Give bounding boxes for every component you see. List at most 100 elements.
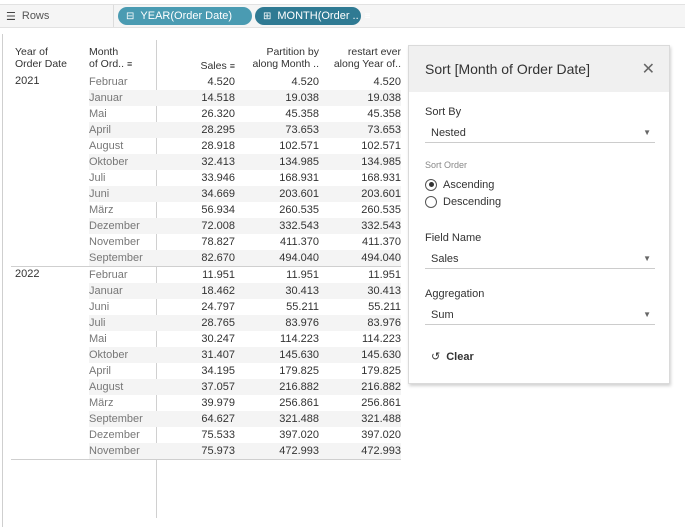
- sales-cell: 78.827: [201, 236, 235, 248]
- restart-cell: 45.358: [367, 108, 401, 120]
- header-restart-every[interactable]: restart ever along Year of..: [333, 46, 401, 70]
- partition-cell: 134.985: [279, 156, 319, 168]
- restart-cell: 102.571: [361, 140, 401, 152]
- sales-cell: 72.008: [201, 220, 235, 232]
- table-row[interactable]: Oktober 31.407 145.630 145.630: [89, 347, 401, 363]
- month-cell: Januar: [89, 285, 123, 297]
- partition-cell: 168.931: [279, 172, 319, 184]
- month-cell: Januar: [89, 92, 123, 104]
- table-row[interactable]: Juni 34.669 203.601 203.601: [89, 186, 401, 202]
- table-row[interactable]: November 78.827 411.370 411.370: [89, 234, 401, 250]
- table-row[interactable]: Juni 24.797 55.211 55.211: [89, 299, 401, 315]
- aggregation-dropdown[interactable]: Sum ▼: [425, 305, 655, 325]
- sort-ascending-icon[interactable]: ≡: [229, 61, 235, 71]
- table-row[interactable]: Juli 33.946 168.931 168.931: [89, 170, 401, 186]
- sales-cell: 32.413: [201, 156, 235, 168]
- table-row[interactable]: August 37.057 216.882 216.882: [89, 379, 401, 395]
- sales-cell: 28.918: [201, 140, 235, 152]
- close-x-icon[interactable]: ✕: [641, 61, 655, 78]
- restart-cell: 494.040: [361, 252, 401, 264]
- partition-cell: 30.413: [285, 285, 319, 297]
- partition-cell: 114.223: [280, 333, 319, 345]
- sales-cell: 39.979: [201, 397, 235, 409]
- month-order-date-pill[interactable]: ⊞ MONTH(Order .. ≡: [255, 7, 371, 25]
- header-partition-by[interactable]: Partition by along Month ..: [252, 46, 319, 70]
- table-row[interactable]: Mai 26.320 45.358 45.358: [89, 106, 401, 122]
- restart-cell: 73.653: [367, 124, 401, 136]
- table-row[interactable]: November 75.973 472.993 472.993: [89, 443, 401, 459]
- header-month-of-order-date[interactable]: Month of Ord.. ≡: [89, 46, 133, 70]
- sort-order-label: Sort Order: [425, 160, 468, 170]
- partition-cell: 216.882: [279, 381, 319, 393]
- radio-selected-icon[interactable]: [425, 178, 437, 191]
- table-row[interactable]: Dezember 75.533 397.020 397.020: [89, 427, 401, 443]
- descending-radio[interactable]: Descending: [425, 193, 655, 210]
- table-row[interactable]: Februar 11.951 11.951 11.951: [89, 267, 401, 283]
- partition-cell: 11.951: [286, 269, 319, 281]
- clear-button[interactable]: ↺ Clear: [431, 350, 474, 364]
- table-row[interactable]: Februar 4.520 4.520 4.520: [89, 74, 401, 90]
- restart-cell: 145.630: [361, 349, 401, 361]
- restart-cell: 397.020: [361, 429, 401, 441]
- month-cell: Juni: [89, 301, 110, 313]
- restart-cell: 260.535: [361, 204, 401, 216]
- aggregation-label: Aggregation: [425, 288, 485, 300]
- sales-cell: 28.765: [201, 317, 235, 329]
- restart-cell: 332.543: [361, 220, 401, 232]
- month-cell: Oktober: [89, 349, 129, 361]
- table-row[interactable]: September 64.627 321.488 321.488: [89, 411, 401, 427]
- expand-plus-icon[interactable]: ⊞: [263, 10, 272, 22]
- header-year-of-order-date[interactable]: Year of Order Date: [15, 46, 67, 70]
- table-row[interactable]: April 34.195 179.825 179.825: [89, 363, 401, 379]
- sort-ascending-icon: ≡: [364, 10, 371, 22]
- radio-unselected-icon[interactable]: [425, 195, 437, 208]
- partition-cell: 145.630: [279, 349, 319, 361]
- table-row[interactable]: Dezember 72.008 332.543 332.543: [89, 218, 401, 234]
- table-row[interactable]: August 28.918 102.571 102.571: [89, 138, 401, 154]
- sort-by-dropdown[interactable]: Nested ▼: [425, 123, 655, 143]
- month-cell: September: [89, 413, 143, 425]
- table-row[interactable]: Mai 30.247 114.223 114.223: [89, 331, 401, 347]
- sales-cell: 34.195: [201, 365, 235, 377]
- rows-list-icon: ☰: [6, 10, 16, 23]
- field-name-dropdown[interactable]: Sales ▼: [425, 249, 655, 269]
- partition-cell: 411.370: [280, 236, 319, 248]
- sales-cell: 26.320: [201, 108, 235, 120]
- table-row[interactable]: März 56.934 260.535 260.535: [89, 202, 401, 218]
- month-cell: März: [89, 204, 114, 216]
- year-cell: 2021: [15, 75, 40, 87]
- month-cell: September: [89, 252, 143, 264]
- sort-dialog-title: Sort [Month of Order Date]: [425, 61, 590, 77]
- table-row[interactable]: Januar 18.462 30.413 30.413: [89, 283, 401, 299]
- partition-cell: 332.543: [279, 220, 319, 232]
- table-row[interactable]: September 82.670 494.040 494.040: [89, 250, 401, 266]
- restart-cell: 472.993: [361, 445, 401, 457]
- sales-cell: 11.951: [202, 269, 235, 281]
- table-row[interactable]: März 39.979 256.861 256.861: [89, 395, 401, 411]
- restart-cell: 30.413: [367, 285, 401, 297]
- rows-shelf-label: ☰ Rows: [0, 5, 114, 27]
- month-cell: November: [89, 236, 140, 248]
- sort-ascending-icon[interactable]: ≡: [127, 59, 133, 69]
- table-row[interactable]: Oktober 32.413 134.985 134.985: [89, 154, 401, 170]
- partition-cell: 203.601: [279, 188, 319, 200]
- dropdown-caret-icon: ▼: [643, 310, 651, 319]
- header-sales[interactable]: Sales ≡: [200, 60, 235, 72]
- partition-cell: 73.653: [285, 124, 319, 136]
- sales-cell: 34.669: [201, 188, 235, 200]
- restart-cell: 11.951: [368, 269, 401, 281]
- partition-cell: 45.358: [285, 108, 319, 120]
- restart-cell: 19.038: [367, 92, 401, 104]
- collapse-minus-icon[interactable]: ⊟: [126, 10, 135, 22]
- field-name-label: Field Name: [425, 232, 482, 244]
- table-row[interactable]: Juli 28.765 83.976 83.976: [89, 315, 401, 331]
- partition-cell: 256.861: [279, 397, 319, 409]
- reset-undo-icon: ↺: [431, 351, 441, 363]
- partition-cell: 472.993: [279, 445, 319, 457]
- restart-cell: 4.520: [373, 76, 401, 88]
- table-row[interactable]: Januar 14.518 19.038 19.038: [89, 90, 401, 106]
- group-separator: [11, 266, 401, 267]
- year-order-date-pill[interactable]: ⊟ YEAR(Order Date): [118, 7, 252, 25]
- table-row[interactable]: April 28.295 73.653 73.653: [89, 122, 401, 138]
- ascending-radio[interactable]: Ascending: [425, 176, 655, 193]
